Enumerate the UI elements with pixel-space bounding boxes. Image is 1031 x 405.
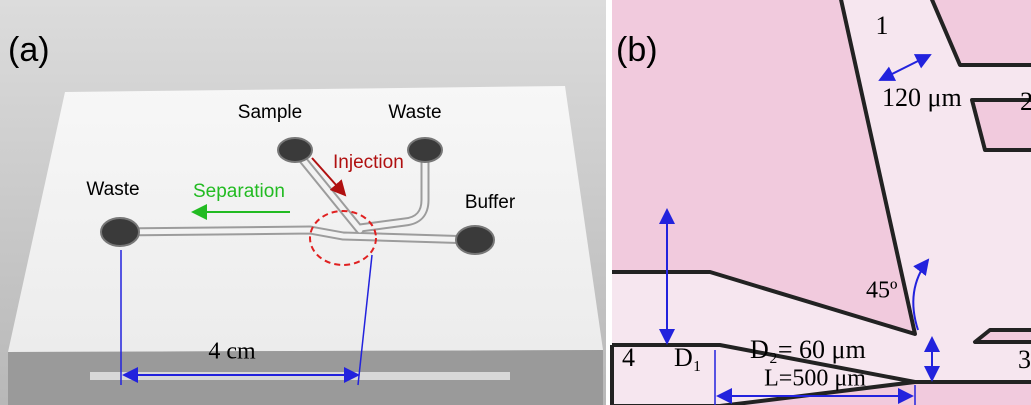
channel-label: 2 [1020, 87, 1031, 116]
length-label: 4 cm [208, 339, 256, 365]
port-label: Waste [388, 102, 441, 123]
port-label: Sample [238, 102, 302, 123]
channel-label: 1 [876, 11, 889, 40]
d2-label: D₂= 60 μm [750, 335, 866, 364]
taper-label: L=500 μm [764, 366, 866, 392]
chip [8, 86, 603, 352]
width-label: 120 μm [882, 83, 962, 112]
panel-label: (b) [616, 31, 658, 69]
panel-b: (b) 1 120 μm 2 45º 4 D₁ D₂= 60 μm 3 L=50… [612, 0, 1031, 405]
channel-label: 4 [622, 343, 635, 372]
channel-label: 3 [1018, 345, 1031, 374]
d1-label: D₁ [674, 343, 702, 372]
port-label: Waste [86, 179, 139, 200]
separation-label: Separation [193, 181, 285, 202]
figure: (a) Sample Waste Waste Buffer Injection … [0, 0, 1031, 405]
angle-label: 45º [866, 278, 898, 304]
panel-label: (a) [8, 31, 50, 69]
injection-label: Injection [333, 152, 404, 173]
panel-a: (a) Sample Waste Waste Buffer Injection … [0, 0, 606, 405]
port-label: Buffer [465, 192, 516, 213]
